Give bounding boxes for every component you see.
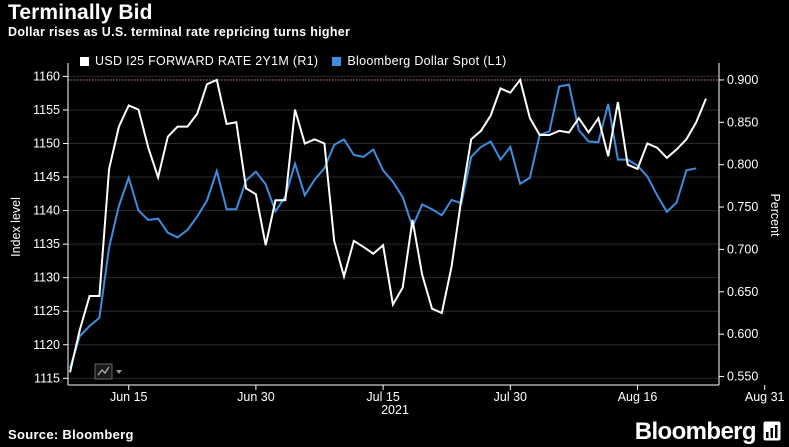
right-axis-ticks: 0.550 0.600 0.650 0.700 0.750 0.800 0.850 0.900	[719, 73, 758, 384]
right-axis-title: Percent	[768, 193, 782, 237]
brand-logo: Bloomberg	[634, 418, 757, 445]
legend-swatch-dollar	[332, 56, 342, 66]
chart-title: Terminally Bid	[8, 1, 153, 24]
x-tick-label: Jul 30	[494, 390, 527, 404]
legend-item-dollar: Bloomberg Dollar Spot (L1)	[332, 54, 506, 68]
x-tick-label: Jun 15	[110, 390, 148, 404]
series-line-forward-rate	[69, 77, 707, 373]
right-tick-label: 0.850	[727, 115, 758, 129]
left-axis-ticks: 1115 1120 1125 1130 1135 1140 1145 1150 1155 1160	[33, 69, 68, 385]
x-tick-label: Jul 15	[366, 390, 399, 404]
grid-lines	[68, 75, 719, 379]
series-line-dollar-spot	[69, 83, 697, 369]
x-tick-label: Aug 16	[618, 390, 658, 404]
right-tick-label: 0.800	[727, 158, 758, 172]
right-tick-label: 0.750	[727, 200, 758, 214]
right-tick-label: 0.550	[727, 370, 758, 384]
legend-item-rate: USD I25 FORWARD RATE 2Y1M (R1)	[80, 54, 318, 68]
legend: USD I25 FORWARD RATE 2Y1M (R1) Bloomberg…	[80, 54, 521, 68]
x-tick-label: Jun 30	[237, 390, 275, 404]
chart-type-button[interactable]	[94, 363, 122, 380]
x-tick-label: Aug 31	[745, 390, 785, 404]
axes	[67, 63, 720, 386]
left-tick-label: 1115	[34, 371, 60, 385]
right-tick-label: 0.900	[727, 73, 758, 87]
left-axis-title: Index level	[9, 197, 23, 257]
terminal-icon	[763, 421, 781, 441]
left-tick-label: 1155	[33, 103, 60, 117]
left-tick-label: 1135	[33, 237, 60, 251]
right-tick-label: 0.600	[727, 327, 758, 341]
chart-subtitle: Dollar rises as U.S. terminal rate repri…	[8, 25, 351, 39]
right-tick-label: 0.700	[727, 242, 758, 256]
chart-type-line-glyph	[97, 366, 110, 376]
left-tick-label: 1120	[33, 338, 60, 352]
legend-swatch-rate	[80, 56, 89, 66]
left-tick-label: 1150	[33, 137, 60, 151]
chevron-down-icon[interactable]	[116, 370, 122, 374]
left-tick-label: 1160	[33, 69, 60, 83]
legend-label-rate: USD I25 FORWARD RATE 2Y1M (R1)	[95, 54, 319, 68]
x-axis-ticks: Jun 15 Jun 30 Jul 15 Jul 30 Aug 16 Aug 31	[110, 385, 785, 404]
left-tick-label: 1145	[33, 170, 60, 184]
right-tick-label: 0.650	[727, 285, 758, 299]
source-note: Source: Bloomberg	[8, 427, 134, 442]
legend-label-dollar: Bloomberg Dollar Spot (L1)	[347, 54, 507, 68]
x-axis-year: 2021	[381, 403, 409, 417]
left-tick-label: 1125	[33, 304, 60, 318]
left-tick-label: 1140	[33, 204, 60, 218]
left-tick-label: 1130	[33, 271, 60, 285]
